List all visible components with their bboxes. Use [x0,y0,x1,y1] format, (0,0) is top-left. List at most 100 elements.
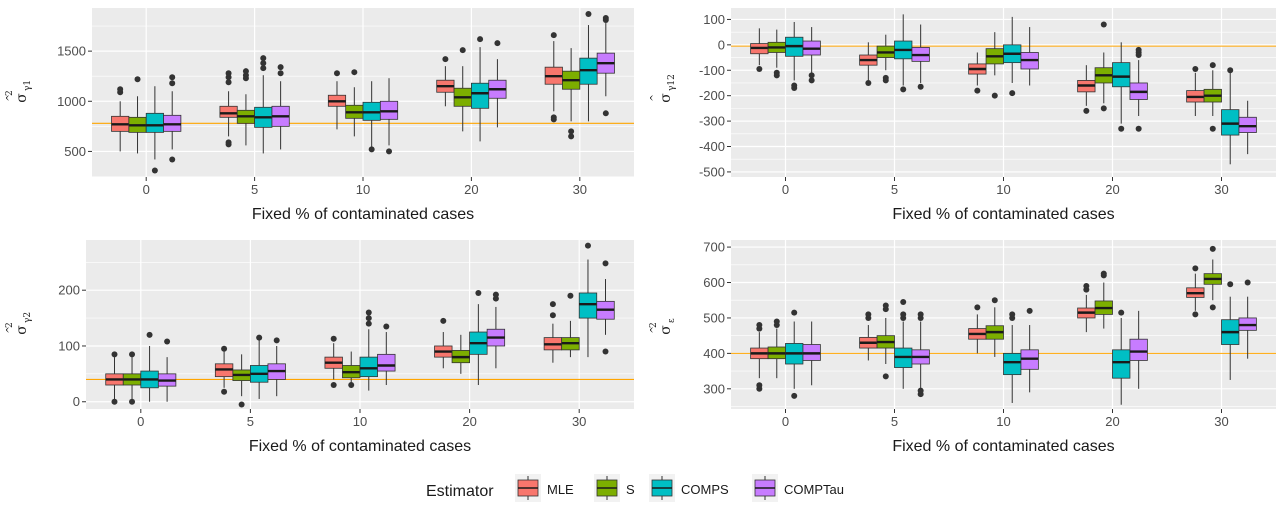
outlier-point [900,311,907,318]
outlier-point [242,68,249,75]
legend-item-COMPTau: COMPTau [752,474,844,502]
x-tick-label: 5 [891,414,898,429]
boxplot-COMPS-0 [785,21,804,92]
outlier-point [568,128,575,135]
outlier-point [1100,105,1107,112]
boxplot-COMPS-0 [785,309,804,399]
x-tick-label: 0 [782,182,789,197]
outlier-point [549,312,556,319]
outlier-point [277,70,284,77]
outlier-point [602,15,609,22]
y-axis-title: σ^ γ12 [650,74,677,103]
outlier-point [256,334,263,341]
boxplot-COMPTau-10 [379,78,399,155]
boxplot-MLE-20 [436,56,455,107]
boxplot-COMPTau-10 [377,323,396,386]
y-axis-symbol: σ [14,325,30,335]
box-iqr [1238,116,1257,133]
outlier-point [791,392,798,399]
outlier-point [550,114,557,121]
outlier-point [882,302,889,309]
boxplot-COMPTau-20 [1129,310,1148,389]
outlier-point [333,70,340,77]
boxplot-S-5 [236,68,255,146]
boxplot-COMPS-5 [249,334,269,399]
x-tick-label: 10 [353,414,367,429]
y-tick-label: 1000 [57,94,86,109]
outlier-point [773,72,780,79]
legend-item-MLE: MLE [515,474,574,502]
boxplot-COMPTau-5 [271,64,290,150]
legend-label: COMPTau [784,482,844,497]
outlier-point [221,388,228,395]
boxplot-MLE-10 [324,335,343,389]
outlier-point [991,297,998,304]
y-axis-title: σ^2 γ1 [5,80,33,103]
boxplot-S-0 [767,29,786,79]
outlier-point [1100,21,1107,28]
y-axis-superscript: 2 [5,322,15,328]
y-axis-hat: ^ [6,94,16,102]
outlier-point [900,299,907,306]
outlier-point [1227,281,1234,288]
outlier-point [221,345,228,352]
boxplot-S-20 [451,334,470,374]
outlier-point [117,86,124,93]
box-iqr [1221,109,1240,136]
boxplot-MLE-5 [214,345,234,395]
outlier-point [550,32,557,39]
boxplot-S-0 [122,351,142,405]
y-axis-title: σ^2 ε [649,318,677,335]
boxplot-COMPS-30 [1221,67,1240,165]
y-axis-superscript: 2 [5,90,15,96]
boxplot-COMPS-20 [1112,42,1131,132]
boxplot-MLE-30 [1186,265,1205,318]
outlier-point [111,351,118,358]
outlier-point [111,398,118,405]
outlier-point [442,56,449,63]
outlier-point [351,69,358,76]
outlier-point [238,401,245,408]
boxplot-COMPS-5 [254,55,273,154]
boxplot-MLE-10 [327,70,347,130]
x-tick-label: 0 [782,414,789,429]
box-iqr [1112,62,1131,88]
boxplot-COMPTau-5 [267,337,286,397]
boxplot-COMPTau-30 [596,15,615,117]
outlier-point [365,315,372,322]
outlier-point [974,304,981,311]
x-axis-title: Fixed % of contaminated cases [252,206,474,223]
boxplot-COMPTau-0 [157,338,177,402]
outlier-point [1209,304,1216,311]
chart-panel-bottom-right: 300 400 500 600 700 0 5 10 20 30 Fixed % of contam… [649,240,1276,455]
boxplot-COMPTau-30 [1238,279,1257,359]
outlier-point [1227,67,1234,74]
boxplot-S-0 [128,76,147,154]
y-axis-superscript: 2 [649,322,659,328]
outlier-point [1192,265,1199,272]
box-iqr [359,356,378,378]
y-tick-label: -300 [699,114,725,129]
outlier-point [169,156,176,163]
box-iqr [578,292,598,319]
y-tick-label: 500 [64,144,86,159]
outlier-point [1209,62,1216,69]
outlier-point [1209,245,1216,252]
outlier-point [865,311,872,318]
boxplot-S-30 [1203,62,1222,132]
boxplot-COMPS-30 [578,242,598,358]
outlier-point [386,148,393,155]
outlier-point [756,65,763,72]
outlier-point [1135,125,1142,132]
x-tick-label: 0 [137,414,144,429]
outlier-point [974,87,981,94]
box-iqr [1112,349,1131,379]
outlier-point [260,65,267,72]
boxplot-S-20 [1094,21,1113,112]
y-tick-label: -500 [699,164,725,179]
boxplot-COMPTau-10 [1020,307,1039,393]
outlier-point [383,323,390,330]
boxplot-COMPTau-10 [1020,27,1039,86]
y-tick-label: 700 [703,240,725,255]
legend-label: MLE [547,482,574,497]
